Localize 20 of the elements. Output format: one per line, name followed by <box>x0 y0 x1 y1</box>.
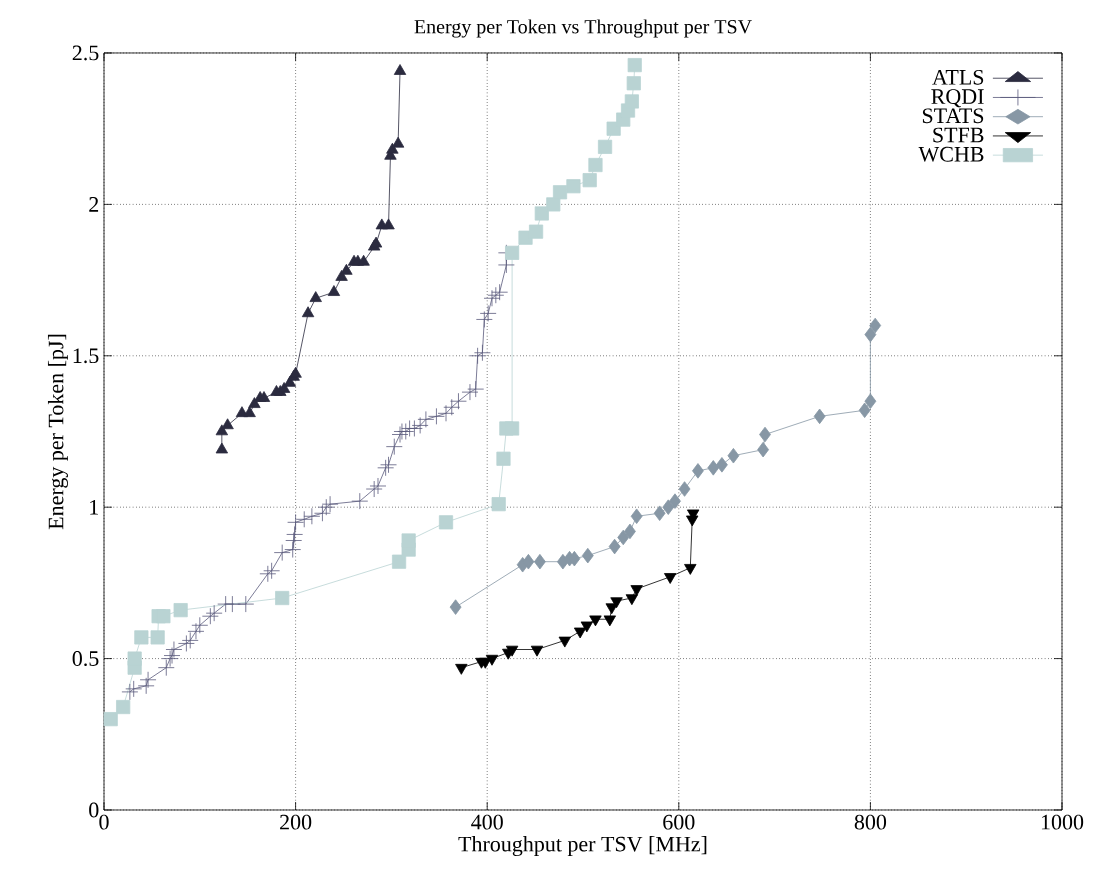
x-tick-label: 200 <box>280 814 312 830</box>
x-tick-label: 800 <box>854 814 887 830</box>
y-axis-title: Energy per Token [pJ] <box>47 334 68 530</box>
x-axis-title: Throughput per TSV [MHz] <box>458 836 707 857</box>
chart-title: Energy per Token vs Throughput per TSV <box>414 19 752 38</box>
y-tick-label: 1.5 <box>73 348 99 364</box>
legend-label: ATLS <box>932 69 984 85</box>
x-tick-label: 600 <box>663 814 695 830</box>
legend-label: STATS <box>922 108 984 124</box>
x-tick-label: 400 <box>471 814 503 830</box>
y-tick-label: 0.5 <box>72 651 99 667</box>
legend-label: STFB <box>933 127 984 143</box>
y-tick-label: 2 <box>89 197 99 212</box>
legend-label: RQDI <box>931 89 984 108</box>
y-tick-label: 2.5 <box>72 45 99 61</box>
legend-label: WCHB <box>918 146 984 162</box>
y-tick-label: 1 <box>90 499 98 515</box>
x-tick-label: 1000 <box>1041 814 1084 830</box>
y-tick-label: 0 <box>89 802 99 818</box>
x-tick-label: 0 <box>99 814 109 830</box>
